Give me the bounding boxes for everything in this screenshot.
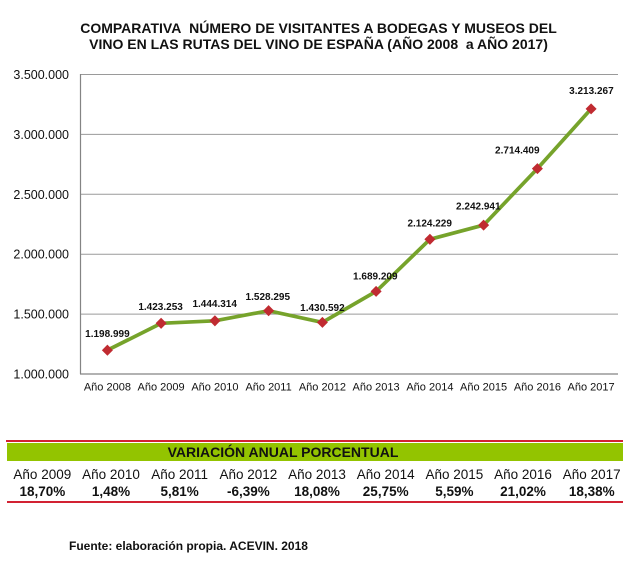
svg-text:2.000.000: 2.000.000 (13, 248, 69, 262)
svg-text:Año 2013: Año 2013 (353, 382, 400, 394)
svg-text:Año 2009: Año 2009 (138, 382, 185, 394)
svg-text:1.444.314: 1.444.314 (192, 299, 237, 310)
svg-text:1.000.000: 1.000.000 (13, 368, 69, 382)
svg-text:3.500.000: 3.500.000 (13, 68, 69, 82)
svg-text:1.423.253: 1.423.253 (138, 302, 183, 313)
svg-text:2.714.409: 2.714.409 (495, 146, 540, 157)
svg-text:Año 2016: Año 2016 (514, 382, 561, 394)
svg-text:1.430.592: 1.430.592 (300, 303, 345, 314)
svg-text:Año 2017: Año 2017 (568, 382, 615, 394)
svg-text:1.198.999: 1.198.999 (85, 329, 130, 340)
svg-text:Año 2015: Año 2015 (460, 382, 507, 394)
svg-text:1.528.295: 1.528.295 (246, 292, 291, 303)
svg-text:2.500.000: 2.500.000 (13, 188, 69, 202)
svg-text:1.689.209: 1.689.209 (353, 272, 398, 283)
svg-text:Año 2011: Año 2011 (245, 382, 291, 394)
svg-text:Año 2008: Año 2008 (84, 382, 131, 394)
svg-text:2.242.941: 2.242.941 (456, 201, 501, 212)
svg-text:2.124.229: 2.124.229 (407, 219, 452, 230)
svg-text:1.500.000: 1.500.000 (13, 308, 69, 322)
svg-text:3.000.000: 3.000.000 (13, 128, 69, 142)
svg-text:Año 2010: Año 2010 (191, 382, 238, 394)
svg-text:Año 2012: Año 2012 (299, 382, 346, 394)
svg-text:3.213.267: 3.213.267 (569, 86, 614, 97)
svg-text:Año 2014: Año 2014 (406, 382, 453, 394)
